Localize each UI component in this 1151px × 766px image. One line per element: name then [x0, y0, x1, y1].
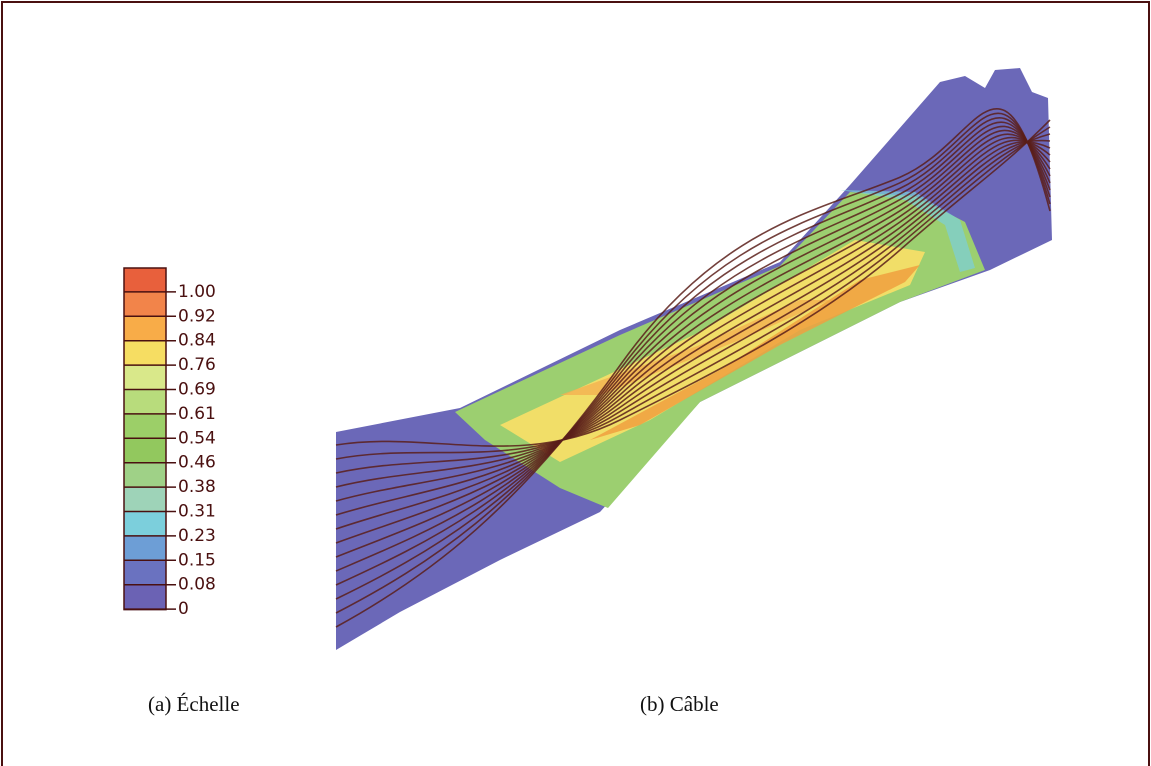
cable-hot: [560, 300, 830, 395]
scale-label: 0.15: [178, 550, 216, 570]
scale-label: 0.23: [178, 526, 216, 546]
scale-label: 0.08: [178, 575, 216, 595]
scale-band: [124, 585, 166, 611]
scale-band: [124, 316, 166, 342]
wire: [335, 126, 1051, 460]
scale-band: [124, 365, 166, 391]
scale-label: 0.61: [178, 404, 216, 424]
wire: [335, 107, 1051, 628]
scale-label: 0.84: [178, 331, 216, 351]
wire: [335, 133, 1051, 474]
scale-label: 0.46: [178, 453, 216, 473]
wires: [335, 107, 1051, 628]
scale-label: 0.92: [178, 306, 216, 326]
scale-band: [124, 512, 166, 537]
scale-band: [124, 414, 166, 440]
scale-band: [124, 487, 166, 513]
scale-label: 0.38: [178, 477, 216, 497]
scale-label: 0.69: [178, 380, 216, 400]
wire: [335, 141, 1051, 502]
wire: [335, 136, 1051, 530]
scale-band: [124, 463, 166, 489]
color-scale: 1.00 0.92 0.84 0.76 0.69 0.61 0.54 0.46 0.38 0.31…: [123, 267, 216, 619]
wire: [335, 139, 1051, 488]
scale-band: [124, 560, 166, 586]
wire: [335, 119, 1051, 447]
scale-band: [124, 292, 166, 318]
scale-label: 0.76: [178, 355, 216, 375]
cable-image: [335, 68, 1052, 650]
scale-band: [124, 268, 166, 293]
wire: [335, 133, 1051, 544]
cable-core: [500, 240, 925, 462]
caption: (b) Câble: [640, 692, 719, 716]
caption: (a) Échelle: [148, 692, 240, 716]
scale-label: 0.54: [178, 428, 216, 448]
scale-band: [124, 536, 166, 562]
wire: [335, 139, 1051, 516]
wire: [335, 121, 1051, 586]
scale-band: [124, 390, 166, 415]
scale-band: [124, 438, 166, 464]
scale-label: 0: [178, 599, 189, 619]
scale-label: 0.31: [178, 502, 216, 522]
wire: [335, 117, 1051, 600]
wire: [335, 125, 1051, 572]
scale-band: [124, 341, 166, 367]
wire: [335, 129, 1051, 558]
cable-hot: [590, 265, 920, 440]
wire: [335, 112, 1051, 614]
scale-label: 1.00: [178, 282, 216, 302]
